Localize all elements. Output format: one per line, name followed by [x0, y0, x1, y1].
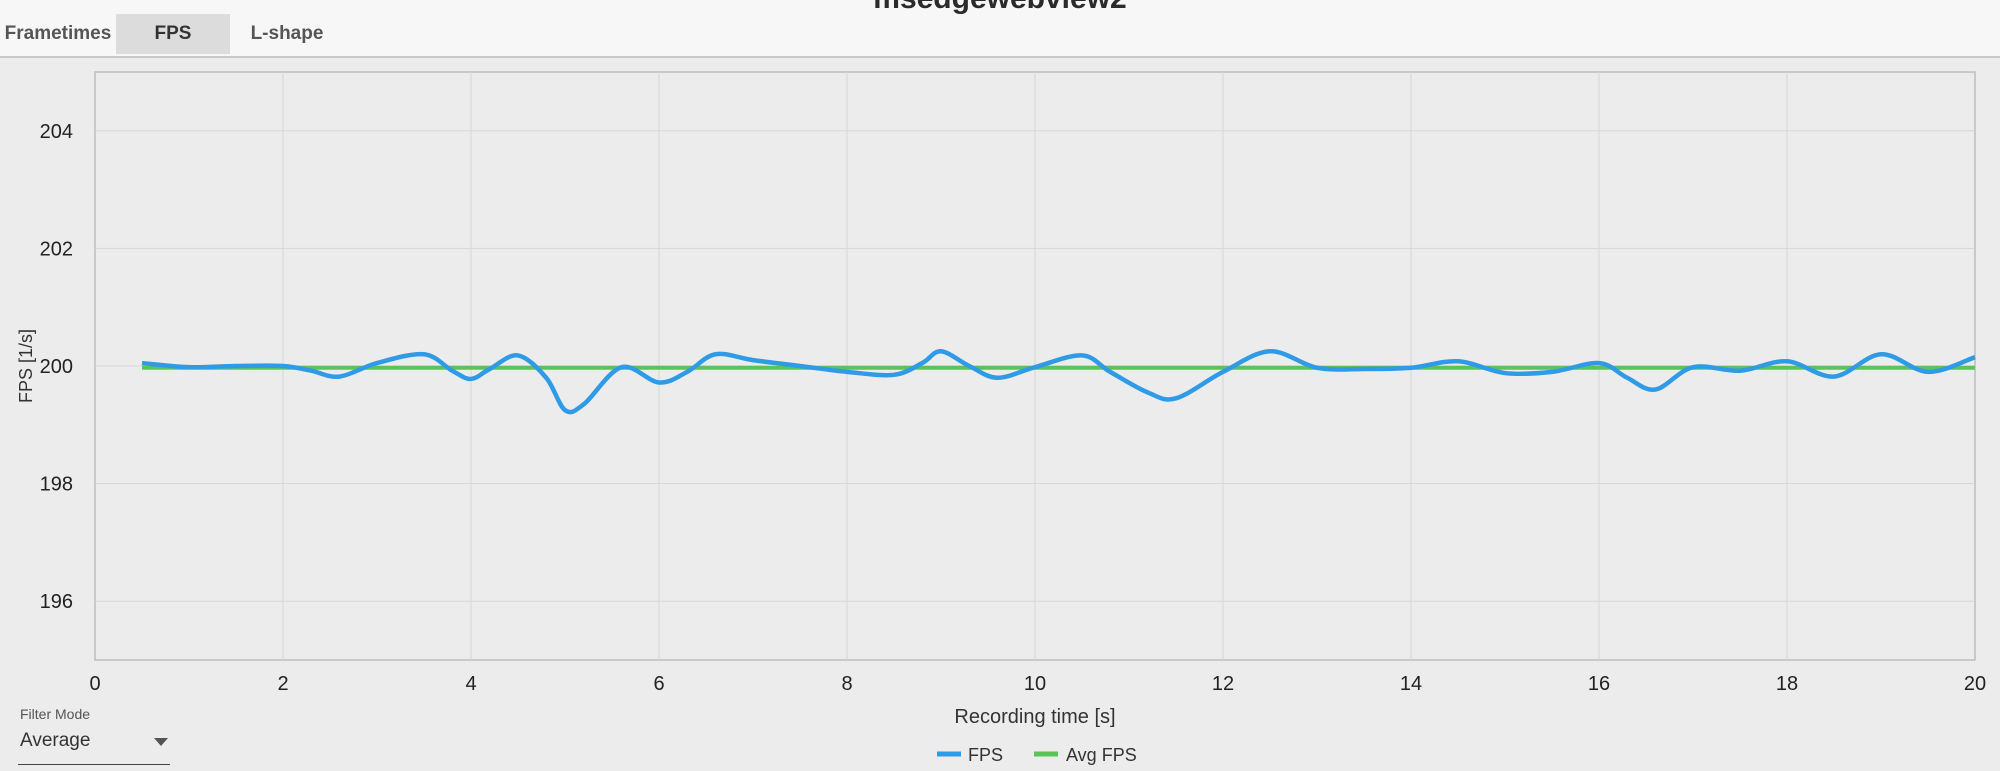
x-tick-label: 12 [1212, 673, 1234, 695]
x-tick-label: 6 [653, 673, 664, 695]
fps-chart: 0 2 4 6 8 10 12 14 16 18 20 196 198 200 202 204 Recordi… [16, 71, 1986, 765]
tab-fps[interactable]: FPS [116, 14, 230, 54]
legend: FPS Avg FPS [937, 745, 1137, 765]
series-fps-line [141, 349, 1976, 415]
x-axis-label: Recording time [s] [954, 706, 1115, 728]
x-tick-label: 0 [89, 673, 100, 695]
title-bar: msedgewebview2 Frametimes FPS L-shape [0, 0, 2000, 58]
y-tick-label: 198 [40, 474, 73, 496]
legend-label-avg-fps: Avg FPS [1066, 745, 1137, 765]
y-tick-label: 200 [40, 356, 73, 378]
chart-panel: 0 2 4 6 8 10 12 14 16 18 20 196 198 200 202 204 Recordi… [0, 58, 2000, 771]
y-axis-label: FPS [1/s] [16, 329, 36, 403]
x-tick-label: 4 [465, 673, 476, 695]
y-tick-label: 204 [40, 121, 73, 143]
y-tick-label: 196 [40, 591, 73, 613]
tab-l-shape[interactable]: L-shape [250, 23, 324, 44]
filter-mode-value: Average [20, 730, 91, 751]
filter-mode-dropdown[interactable]: Average [18, 728, 170, 765]
x-tick-label: 14 [1400, 673, 1422, 695]
x-tick-label: 10 [1024, 673, 1046, 695]
filter-mode-label: Filter Mode [20, 706, 91, 722]
x-tick-label: 8 [841, 673, 852, 695]
y-tick-label: 202 [40, 238, 73, 260]
x-tick-label: 16 [1588, 673, 1610, 695]
window-title: msedgewebview2 [0, 0, 2000, 16]
tab-frametimes[interactable]: Frametimes [4, 23, 112, 44]
x-tick-label: 2 [277, 673, 288, 695]
legend-label-fps: FPS [968, 745, 1003, 765]
chevron-down-icon [154, 738, 168, 746]
x-tick-label: 18 [1776, 673, 1798, 695]
x-tick-label: 20 [1964, 673, 1986, 695]
